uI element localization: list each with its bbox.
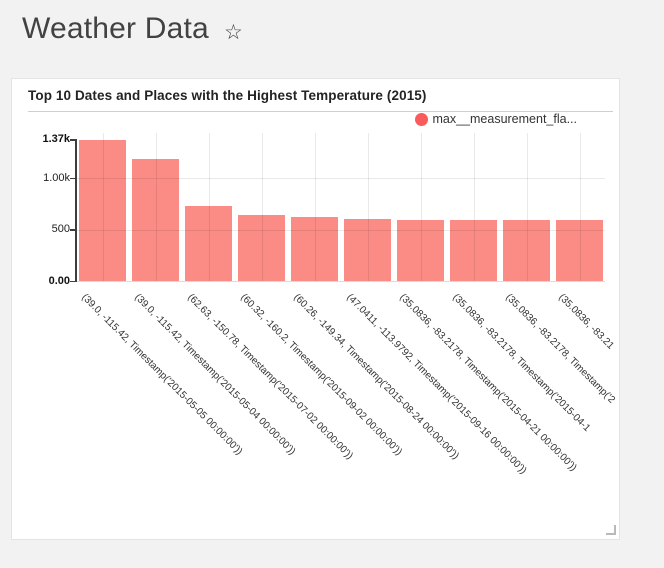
v-gridline (420, 133, 422, 281)
bar[interactable] (556, 219, 603, 281)
resize-handle-icon[interactable] (606, 525, 616, 535)
bar[interactable] (397, 219, 444, 281)
v-gridline (102, 133, 104, 281)
chart-legend[interactable]: max__measurement_fla... (415, 112, 577, 126)
v-gridline (314, 133, 316, 281)
chart-card: Top 10 Dates and Places with the Highest… (11, 78, 620, 540)
bar[interactable] (238, 215, 285, 281)
bar[interactable] (132, 158, 179, 281)
v-gridline (155, 133, 157, 281)
chart-title: Top 10 Dates and Places with the Highest… (28, 88, 427, 103)
y-tick-mark (70, 229, 76, 231)
bar[interactable] (291, 216, 338, 281)
x-axis-baseline (76, 281, 605, 282)
y-axis-line (75, 138, 77, 282)
bar[interactable] (503, 219, 550, 281)
y-tick-label: 0.00 (48, 274, 70, 287)
v-gridline (367, 133, 369, 281)
x-tick-label: (35.0836, -83.2178, Timestamp('2 (502, 292, 617, 406)
v-gridline (473, 133, 475, 281)
bar[interactable] (450, 219, 497, 281)
x-tick-label: (47.0411, -113.9792, Timestamp('2015-09-… (343, 292, 529, 477)
legend-marker-icon (415, 112, 429, 126)
v-gridline (261, 133, 263, 281)
h-gridline (76, 229, 605, 231)
bar[interactable] (79, 139, 126, 281)
v-gridline (208, 133, 210, 281)
y-tick-mark (70, 177, 76, 179)
h-gridline (76, 178, 605, 179)
v-gridline (526, 133, 528, 281)
y-tick-mark (70, 139, 76, 141)
favorite-star-icon[interactable]: ☆ (223, 20, 243, 44)
page-header: Weather Data ☆ (22, 12, 243, 46)
page-title: Weather Data (22, 12, 209, 45)
v-gridline (579, 133, 581, 281)
bar-chart-plot: 0.00 500 1.00k 1.37k (39.0, -115.42, Timesta… (12, 79, 619, 539)
bar[interactable] (185, 206, 232, 281)
x-tick-label: (35.0836, -83.2178, Timestamp('2015-04-2… (396, 292, 579, 474)
y-tick-label: 1.00k (43, 171, 70, 184)
y-tick-label: 500 (51, 223, 70, 235)
x-tick-label: (35.0836, -83.21 (555, 292, 616, 352)
legend-label: max__measurement_fla... (432, 112, 577, 126)
bar[interactable] (344, 219, 391, 281)
title-divider (28, 111, 613, 112)
y-tick-mark (70, 280, 76, 282)
y-tick-label: 1.37k (42, 133, 70, 146)
